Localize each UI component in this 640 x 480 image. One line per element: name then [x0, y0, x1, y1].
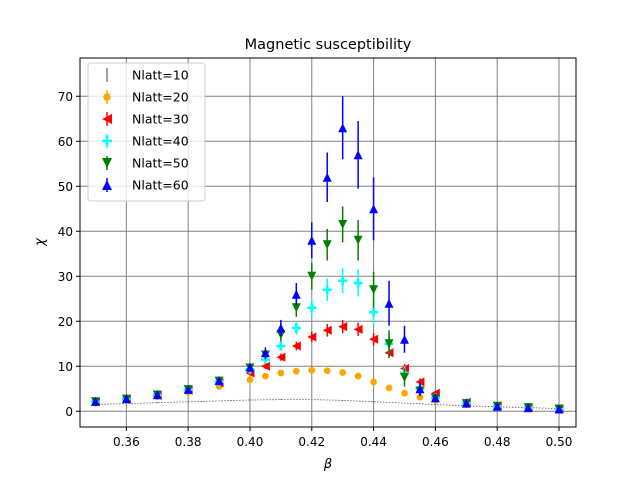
- legend-label: Nlatt=30: [132, 112, 189, 127]
- legend-label: Nlatt=50: [132, 156, 189, 171]
- data-point: [291, 303, 301, 313]
- data-point: [384, 339, 394, 349]
- x-tick-label: 0.44: [360, 435, 387, 449]
- data-point: [308, 366, 316, 374]
- plot-series: [90, 96, 564, 414]
- plot-frame: [79, 57, 577, 428]
- data-point: [338, 276, 348, 286]
- legend-marker: [102, 136, 112, 146]
- data-point: [307, 332, 317, 342]
- data-point: [399, 334, 409, 344]
- data-point: [90, 396, 100, 406]
- data-point: [523, 403, 533, 413]
- data-point: [276, 341, 286, 351]
- data-point: [492, 401, 502, 411]
- data-point: [291, 323, 301, 333]
- data-point: [461, 398, 471, 408]
- data-point: [322, 325, 332, 335]
- data-point: [354, 372, 362, 380]
- data-point: [260, 361, 270, 371]
- data-point: [385, 384, 393, 392]
- data-point: [277, 369, 285, 377]
- data-point: [307, 271, 317, 281]
- x-tick-label: 0.40: [237, 435, 264, 449]
- y-tick-label: 40: [58, 225, 73, 239]
- data-point: [214, 376, 224, 386]
- y-tick-label: 60: [58, 135, 73, 149]
- legend-marker: [103, 93, 111, 101]
- axis-ticks: 0.36 0.38 0.40 0.42 0.44 0.46 0.48 0.50 0 10 20 30 4…: [58, 90, 573, 449]
- legend-label: Nlatt=40: [132, 134, 189, 149]
- data-point: [307, 303, 317, 313]
- y-tick-label: 70: [58, 90, 73, 104]
- x-tick-label: 0.36: [113, 435, 140, 449]
- data-point: [152, 390, 162, 400]
- data-point: [401, 389, 408, 397]
- series-line: [95, 399, 560, 409]
- legend-label: Nlatt=10: [132, 68, 189, 83]
- data-point: [353, 150, 363, 160]
- data-point: [291, 341, 301, 351]
- x-axis-label: β: [323, 457, 332, 472]
- x-tick-label: 0.46: [422, 435, 449, 449]
- legend-label: Nlatt=20: [132, 90, 189, 105]
- data-point: [246, 376, 254, 384]
- data-point: [276, 352, 286, 362]
- legend-box: [87, 62, 206, 202]
- y-axis-label: χ: [33, 237, 48, 247]
- data-point: [370, 378, 377, 386]
- x-tick-label: 0.42: [298, 435, 325, 449]
- data-point: [369, 334, 379, 344]
- x-tick-label: 0.38: [175, 435, 202, 449]
- y-tick-label: 30: [58, 270, 73, 284]
- data-point: [338, 322, 348, 332]
- data-point: [183, 384, 193, 394]
- data-point: [554, 404, 564, 414]
- y-tick-label: 20: [58, 315, 73, 329]
- data-point: [276, 323, 286, 333]
- grid: [80, 58, 576, 427]
- legend: Nlatt=10 Nlatt=20 Nlatt=30 Nlatt=40 Nlatt=50…: [87, 62, 206, 202]
- data-point: [338, 220, 348, 229]
- chart-title: Magnetic susceptibility: [245, 37, 412, 53]
- data-point: [291, 289, 301, 299]
- data-point: [353, 278, 363, 288]
- y-tick-label: 50: [58, 180, 73, 194]
- legend-marker: [102, 114, 112, 124]
- data-point: [323, 367, 331, 375]
- data-point: [384, 298, 394, 308]
- data-point: [430, 393, 440, 403]
- data-point: [260, 348, 270, 358]
- data-point: [353, 235, 363, 245]
- data-point: [416, 393, 424, 401]
- y-tick-label: 0: [65, 405, 73, 419]
- data-point: [369, 285, 379, 295]
- data-point: [121, 394, 131, 404]
- data-point: [262, 372, 269, 380]
- data-point: [353, 324, 363, 334]
- data-point: [338, 123, 348, 133]
- data-point: [322, 285, 332, 295]
- legend-label: Nlatt=60: [132, 178, 189, 193]
- data-point: [307, 235, 317, 245]
- data-point: [322, 240, 332, 250]
- x-tick-label: 0.50: [546, 435, 573, 449]
- data-point: [322, 172, 332, 182]
- legend-marker: [102, 180, 112, 190]
- data-point: [415, 384, 425, 394]
- y-tick-label: 10: [58, 360, 73, 374]
- data-point: [292, 367, 300, 375]
- data-point: [369, 307, 379, 317]
- series-5: [90, 96, 564, 414]
- data-point: [245, 362, 255, 372]
- x-tick-label: 0.48: [484, 435, 511, 449]
- data-point: [369, 204, 379, 214]
- legend-marker: [102, 158, 112, 168]
- data-point: [339, 369, 347, 376]
- data-point: [399, 373, 409, 382]
